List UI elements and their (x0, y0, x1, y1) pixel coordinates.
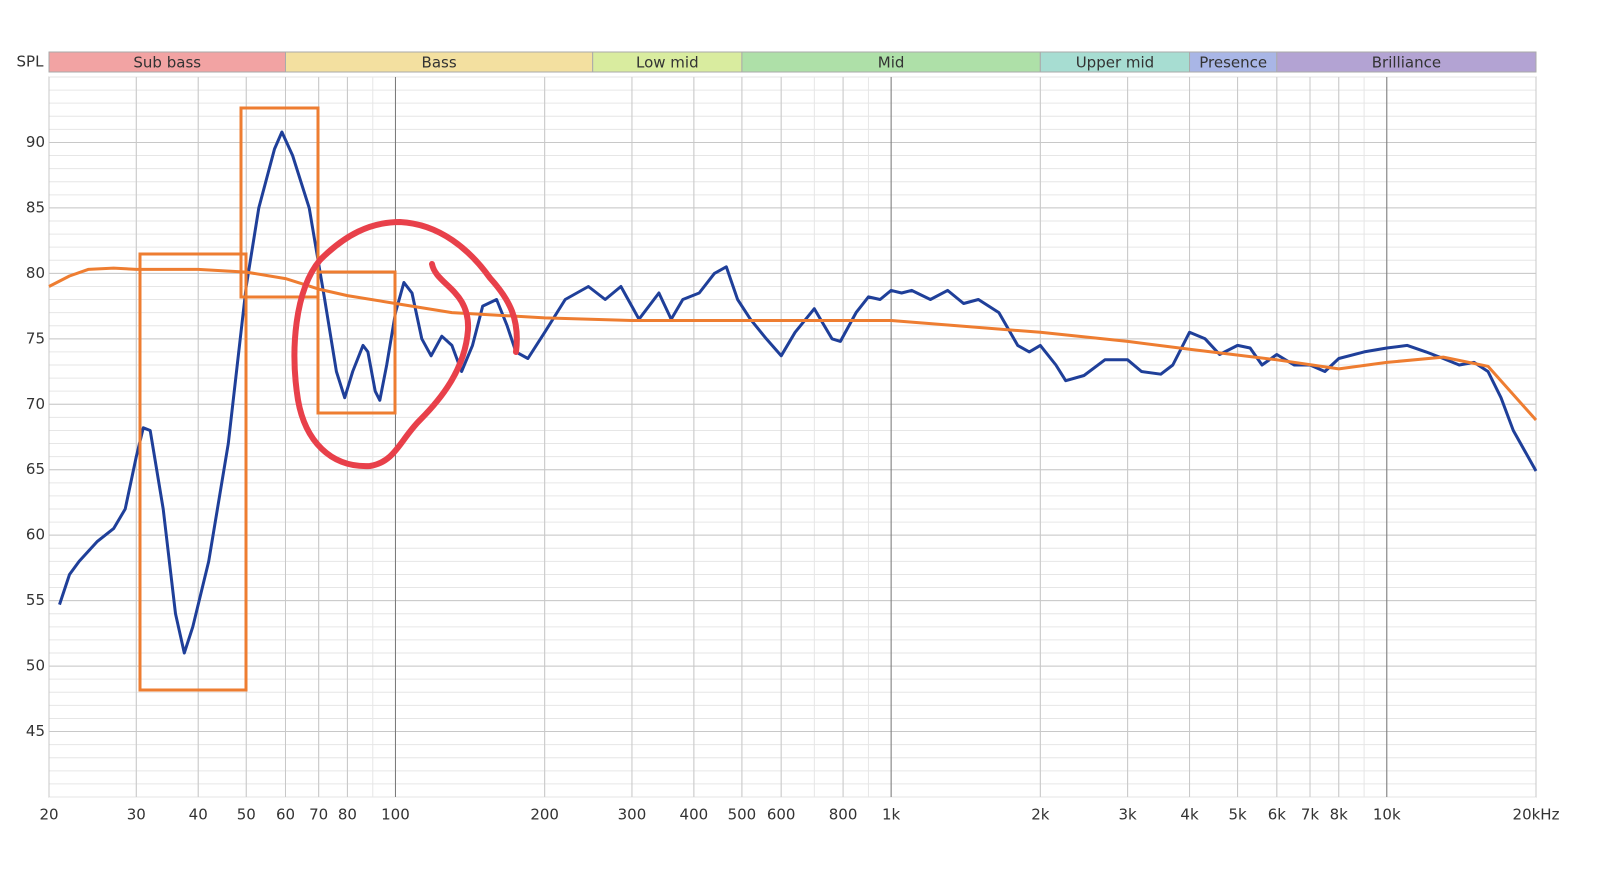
y-tick-label: 45 (26, 722, 45, 740)
x-tick-label: 500 (728, 806, 757, 824)
x-tick-label: 3k (1118, 806, 1137, 824)
annotation-boxes (138, 106, 397, 692)
y-tick-label: 85 (26, 198, 45, 216)
y-tick-label: 60 (26, 526, 45, 544)
x-tick-label: 400 (680, 806, 709, 824)
x-tick-label: 20 (39, 806, 58, 824)
annotation-box (239, 106, 320, 299)
x-tick-label: 800 (829, 806, 858, 824)
x-tick-label: 300 (618, 806, 647, 824)
plot-area (48, 76, 1537, 798)
x-tick-label: 6k (1268, 806, 1287, 824)
band-label: Upper mid (1076, 54, 1155, 72)
x-tick-label: 1k (882, 806, 901, 824)
y-tick-label: 90 (26, 133, 45, 151)
x-tick-label: 40 (189, 806, 208, 824)
x-tick-label: 10k (1373, 806, 1401, 824)
y-tick-label: 70 (26, 395, 45, 413)
y-tick-label: 50 (26, 657, 45, 675)
annotation-box (138, 252, 248, 692)
x-tick-label: 60 (276, 806, 295, 824)
x-tick-label: 2k (1031, 806, 1050, 824)
series-line (58, 130, 1538, 655)
y-tick-label: 75 (26, 329, 45, 347)
band-label: Brilliance (1372, 54, 1441, 72)
x-tick-label: 8k (1330, 806, 1349, 824)
y-tick-label: 65 (26, 460, 45, 478)
x-tick-label: 70 (309, 806, 328, 824)
band-label: Presence (1199, 54, 1267, 72)
y-axis-label: SPL (17, 53, 45, 71)
x-tick-label: 4k (1180, 806, 1199, 824)
x-tick-label: 50 (237, 806, 256, 824)
series-line (48, 266, 1538, 421)
x-tick-label: 7k (1301, 806, 1320, 824)
x-tick-label: 80 (338, 806, 357, 824)
band-label: Bass (422, 54, 457, 72)
band-label: Low mid (636, 54, 699, 72)
y-tick-label: 80 (26, 264, 45, 282)
annotation-circle (291, 218, 520, 470)
annotation-box (316, 270, 397, 415)
band (1276, 51, 1537, 73)
x-tick-label: 200 (530, 806, 559, 824)
x-tick-label: 5k (1228, 806, 1247, 824)
y-tick-label: 55 (26, 591, 45, 609)
x-tick-label: 600 (767, 806, 796, 824)
x-tick-label: 20kHz (1513, 806, 1560, 824)
x-tick-label: 30 (127, 806, 146, 824)
band-label: Mid (878, 54, 905, 72)
x-tick-label: 100 (381, 806, 410, 824)
band-label: Sub bass (133, 54, 201, 72)
